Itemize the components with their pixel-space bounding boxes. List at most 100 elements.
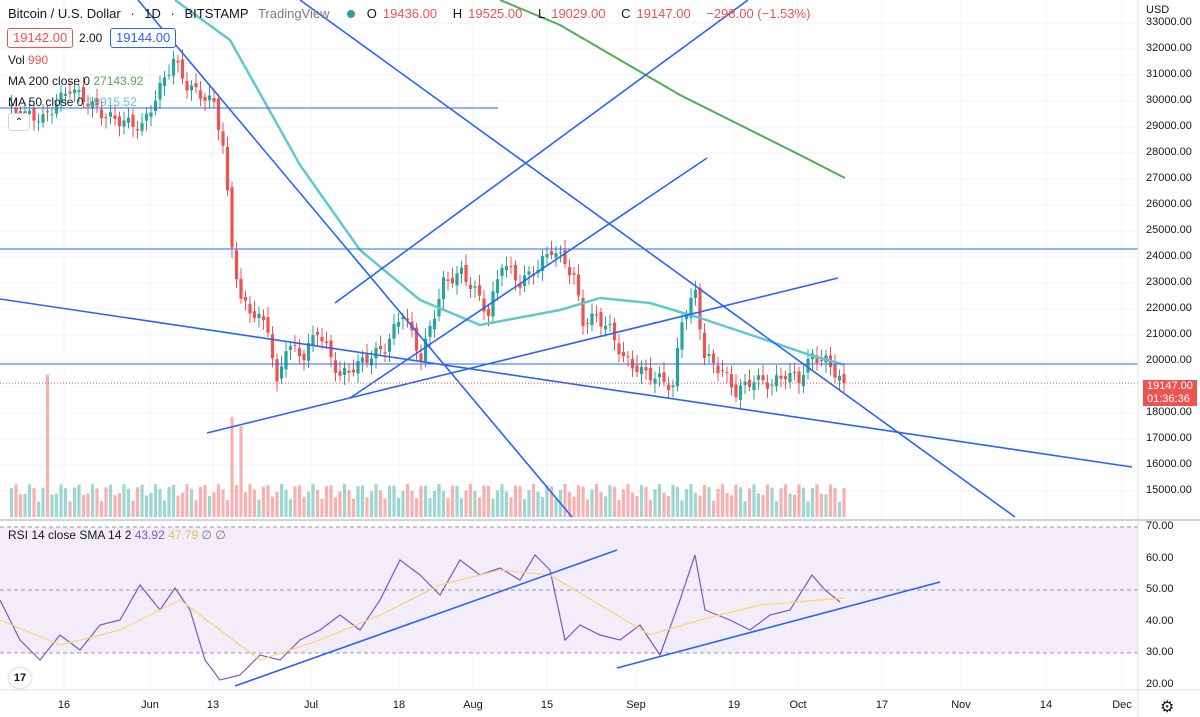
volume-bar xyxy=(477,497,482,517)
volume-bar xyxy=(212,492,216,517)
candle-body xyxy=(297,348,302,357)
tradingview-logo-icon[interactable]: 17 xyxy=(9,668,31,688)
currency-label[interactable]: USD xyxy=(1146,4,1170,16)
candle-body xyxy=(509,266,513,268)
volume-bar xyxy=(32,488,36,517)
trend-line xyxy=(334,0,749,304)
volume-bar xyxy=(185,484,189,517)
candle-body xyxy=(347,370,351,373)
rsi-legend[interactable]: RSI 14 close SMA 14 2 43.92 47.79 ∅ ∅ xyxy=(8,528,226,542)
volume-bar xyxy=(261,486,266,517)
volume-bar xyxy=(122,484,126,517)
volume-bar xyxy=(567,491,572,517)
candle-body xyxy=(54,104,59,114)
volume-bar xyxy=(360,485,365,517)
candle-body xyxy=(140,123,144,131)
candle-body xyxy=(648,368,653,381)
time-axis-label: 14 xyxy=(1039,699,1053,711)
chevron-up-icon: ⌃ xyxy=(14,117,24,128)
volume-legend[interactable]: Vol 990 xyxy=(8,53,49,67)
candle-body xyxy=(590,313,594,326)
volume-bar xyxy=(428,498,432,517)
candle-body xyxy=(14,107,18,113)
price-axis-label: 33000.00 xyxy=(1146,16,1192,28)
candle-body xyxy=(126,117,131,123)
volume-bar xyxy=(144,495,149,517)
buy-price-box[interactable]: 19144.00 xyxy=(110,28,177,48)
volume-bar xyxy=(311,484,315,517)
volume-bar xyxy=(302,496,306,517)
volume-bar xyxy=(446,497,450,517)
trend-line xyxy=(137,0,573,518)
candle-body xyxy=(135,129,140,131)
sell-price-box[interactable]: 19142.00 xyxy=(7,28,74,48)
volume-bar xyxy=(666,495,671,517)
candle-body xyxy=(252,311,257,319)
trend-line xyxy=(349,157,708,399)
rsi-axis-label: 20.00 xyxy=(1146,677,1174,690)
volume-bar xyxy=(104,487,108,517)
volume-bar xyxy=(657,484,662,517)
candle-body xyxy=(774,375,779,387)
candle-body xyxy=(419,353,423,362)
candle-body xyxy=(392,324,396,339)
time-axis-label: Aug xyxy=(463,699,483,711)
candle-body xyxy=(311,335,315,345)
interval-label[interactable]: 1D xyxy=(144,6,161,21)
ma50-legend[interactable]: MA 50 close 0 19915.52 xyxy=(8,95,137,109)
candle-body xyxy=(428,325,432,337)
candle-body xyxy=(369,358,374,366)
candle-body xyxy=(198,90,203,99)
candle-body xyxy=(261,316,266,321)
volume-bar xyxy=(662,492,666,517)
volume-bar xyxy=(680,500,684,517)
volume-bar xyxy=(747,488,752,517)
volume-bar xyxy=(243,492,248,517)
volume-bar xyxy=(248,484,252,517)
candle-body xyxy=(365,354,369,363)
volume-bar xyxy=(9,487,14,517)
candle-body xyxy=(612,322,617,341)
volume-bar xyxy=(540,496,545,517)
volume-bar xyxy=(594,484,599,517)
candle-body xyxy=(333,360,338,373)
volume-bar xyxy=(783,484,788,517)
candle-body xyxy=(239,278,243,299)
volume-bar xyxy=(617,499,621,517)
collapse-legend-button[interactable]: ⌃ xyxy=(8,113,30,131)
volume-bar xyxy=(698,495,702,517)
candle-body xyxy=(189,85,194,91)
volume-bar xyxy=(693,492,698,517)
volume-bar xyxy=(689,484,693,517)
market-status-dot xyxy=(347,10,356,19)
candle-body xyxy=(626,356,630,358)
volume-bar xyxy=(563,484,567,517)
volume-bar xyxy=(824,494,828,517)
volume-bar xyxy=(333,497,338,517)
candle-body xyxy=(194,83,198,88)
candle-body xyxy=(473,286,477,288)
candle-body xyxy=(563,250,567,264)
candle-body xyxy=(104,117,108,119)
volume-bar xyxy=(396,497,401,517)
candle-body xyxy=(167,74,171,76)
volume-bar xyxy=(432,490,437,517)
volume-bar xyxy=(639,484,644,517)
candle-body xyxy=(666,384,671,391)
candle-body xyxy=(608,324,612,326)
candle-body xyxy=(338,371,342,376)
time-axis-label: Sep xyxy=(626,699,646,711)
time-axis-label: Dec xyxy=(1112,699,1132,711)
symbol-name[interactable]: Bitcoin / U.S. Dollar xyxy=(8,6,121,21)
candle-body xyxy=(27,110,32,114)
candle-body xyxy=(752,382,756,391)
volume-bar xyxy=(815,484,819,517)
candle-body xyxy=(725,372,729,374)
ma200-legend[interactable]: MA 200 close 0 27143.92 xyxy=(8,74,144,88)
time-axis-label: Jun xyxy=(141,699,159,711)
gear-icon[interactable]: ⚙ xyxy=(1160,699,1175,716)
price-change: −298.00 (−1.53%) xyxy=(706,6,811,21)
volume-bar xyxy=(162,500,167,517)
candle-body xyxy=(171,59,176,76)
